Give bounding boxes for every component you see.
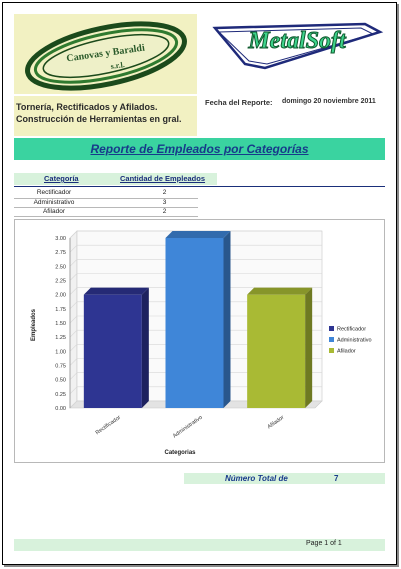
total-bar	[184, 473, 385, 484]
legend-label: Administrativo	[337, 338, 372, 344]
company-description: Tornería, Rectificados y Afilados. Const…	[14, 96, 197, 136]
legend-swatch	[329, 337, 334, 342]
table-header-band	[14, 173, 217, 185]
row-divider	[14, 198, 198, 199]
table-row: Administrativo 3	[14, 199, 198, 208]
chart-bar-administrativo	[165, 238, 224, 408]
total-label: Número Total de	[225, 474, 288, 483]
table-cell-cantidad: 2	[162, 189, 167, 196]
chart-gridline-side	[69, 329, 78, 338]
chart-gridline-side	[69, 344, 78, 352]
y-tick-label: 2.50	[55, 264, 66, 270]
employees-chart: 0.00 0.25 0.50 0.75 1.00 1.25 1.50 1.75 2.00 2.25…	[14, 219, 385, 463]
footer-bar	[14, 539, 385, 551]
y-tick-label: 1.25	[55, 335, 66, 341]
chart-gridline-side	[69, 273, 78, 281]
x-axis-title: Categorias	[164, 450, 196, 456]
y-axis-title: Empleados	[31, 308, 37, 341]
metalsoft-logo: MetalSoft	[205, 14, 387, 76]
company-line-2: Construcción de Herramientas en gral.	[16, 114, 182, 124]
chart-bar-side	[305, 287, 313, 408]
y-tick-label: 0.75	[55, 364, 66, 370]
legend-label: Afilador	[337, 349, 356, 355]
company-logo: Canovas y Baraldi s.r.l.	[14, 14, 197, 94]
row-divider	[14, 207, 198, 208]
report-title: Reporte de Empleados por Categorías	[90, 142, 309, 156]
table-cell-cantidad: 3	[162, 199, 167, 206]
table-row: Rectificador 2	[14, 189, 198, 198]
table-row: Afilador 2	[14, 208, 198, 217]
legend-swatch	[329, 326, 334, 331]
logo-text-sub: s.r.l.	[110, 60, 125, 71]
chart-gridline-side	[69, 400, 78, 409]
chart-bar-rectificador	[83, 294, 142, 408]
column-header-categoria: Categoría	[44, 174, 79, 183]
legend-swatch	[329, 348, 334, 353]
y-tick-label: 0.25	[55, 392, 66, 398]
chart-gridline-side	[69, 259, 78, 267]
y-tick-label: 2.25	[55, 279, 66, 285]
chart-bar-side	[141, 287, 149, 408]
chart-bar-top	[165, 231, 231, 238]
chart-gridline-side	[69, 315, 78, 324]
total-value: 7	[334, 474, 339, 483]
y-tick-label: 1.00	[55, 349, 66, 355]
chart-bar-side	[223, 231, 231, 408]
chart-bar-top	[247, 287, 313, 295]
table-header-rule	[14, 186, 385, 187]
row-divider	[14, 216, 198, 217]
chart-gridline-side	[69, 301, 78, 310]
metalsoft-logo-text: MetalSoft	[247, 28, 347, 54]
y-tick-label: 1.50	[55, 321, 66, 327]
chart-gridline-side	[69, 358, 78, 366]
table-cell-categoria: Afilador	[42, 208, 66, 215]
table-cell-categoria: Rectificador	[36, 189, 72, 196]
employees-bar-chart: 0.00 0.25 0.50 0.75 1.00 1.25 1.50 1.75 2.00 2.25…	[31, 230, 372, 456]
x-tick-label: Administrativo	[172, 415, 204, 440]
table-cell-categoria: Administrativo	[33, 199, 75, 206]
x-tick-label: Afilador	[267, 415, 286, 431]
report-title-bar: Reporte de Empleados por Categorías	[14, 138, 385, 160]
chart-gridline-side	[69, 287, 78, 295]
chart-gridline-side	[69, 244, 78, 253]
y-tick-label: 0.00	[55, 406, 66, 412]
column-header-cantidad: Cantidad de Empleados	[120, 174, 206, 183]
chart-gridline-side	[69, 386, 78, 395]
y-tick-label: 2.75	[55, 250, 66, 256]
chart-bar-afilador	[247, 294, 306, 408]
chart-gridline-side	[69, 230, 78, 239]
y-tick-label: 1.75	[55, 307, 66, 313]
page-number: Page 1 of 1	[306, 540, 342, 547]
y-tick-label: 3.00	[55, 236, 66, 242]
y-tick-label: 0.50	[55, 378, 66, 384]
chart-bar-top	[83, 287, 149, 295]
report-date-value: domingo 20 noviembre 2011	[282, 98, 376, 105]
legend-label: Rectificador	[337, 327, 366, 333]
y-tick-label: 2.00	[55, 293, 66, 299]
table-cell-cantidad: 2	[162, 208, 167, 215]
x-tick-label: Rectificador	[95, 415, 122, 437]
company-line-1: Tornería, Rectificados y Afilados.	[16, 102, 158, 112]
report-date-label: Fecha del Reporte:	[205, 98, 273, 107]
chart-gridline-side	[69, 372, 78, 380]
